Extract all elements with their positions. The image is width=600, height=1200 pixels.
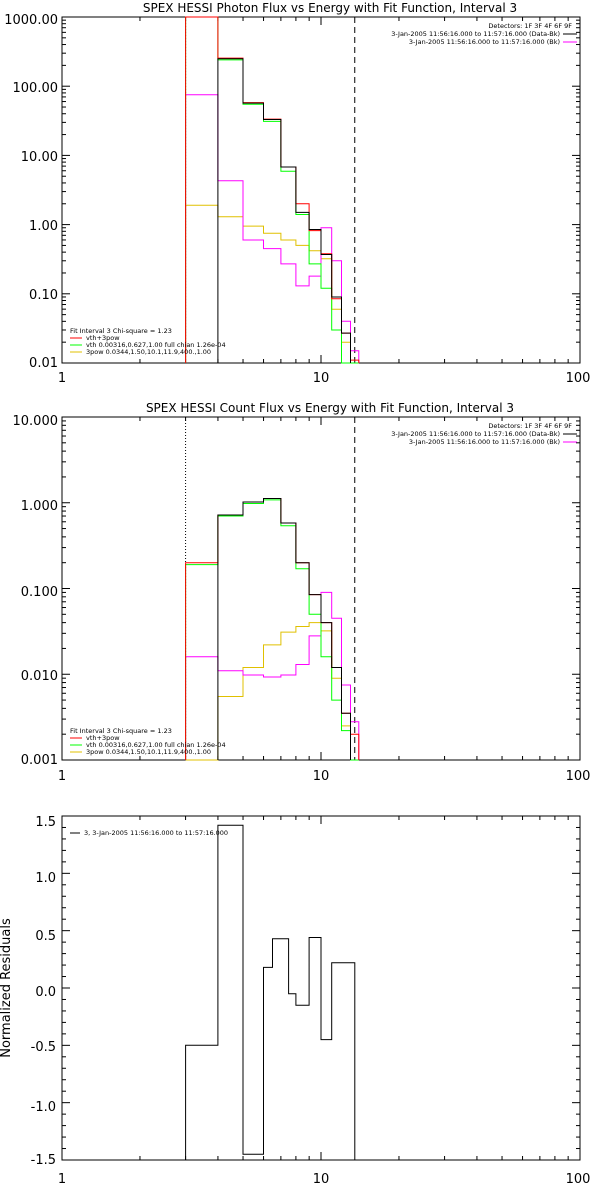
y-tick-label: 1.0 bbox=[35, 871, 56, 886]
legend-bpow: 3pow 0.0344,1.50,10.1,11.9,400.,1.00 bbox=[86, 348, 211, 356]
x-tick-label: 10 bbox=[313, 1172, 330, 1187]
y-tick-label: -1.0 bbox=[31, 1100, 56, 1115]
y-tick-label: 1.000 bbox=[21, 499, 58, 514]
count-series bbox=[185, 417, 360, 761]
y-tick-label: 0.001 bbox=[21, 753, 58, 768]
photon-flux-panel: SPEX HESSI Photon Flux vs Energy with Fi… bbox=[4, 1, 590, 386]
y-tick-label: 0.5 bbox=[35, 929, 56, 944]
x-tick-label: 1 bbox=[58, 371, 66, 386]
residuals-legend-text: 3, 3-Jan-2005 11:56:16.000 to 11:57:16.0… bbox=[84, 829, 228, 837]
y-tick-label: -1.5 bbox=[31, 1153, 56, 1168]
legend-vth: vth 0.00316,0.627,1.00 full chian 1.26e-… bbox=[86, 341, 226, 349]
residuals-x-tick-labels: 1 10 100 bbox=[58, 1172, 591, 1187]
y-tick-label: 0.10 bbox=[29, 288, 58, 303]
series-residuals-line bbox=[185, 824, 356, 1160]
x-tick-label: 1 bbox=[58, 1172, 66, 1187]
photon-series bbox=[185, 16, 360, 364]
legend-total: vth+3pow bbox=[86, 334, 120, 342]
x-tick-label: 100 bbox=[566, 769, 591, 784]
count-legend-bottom: Fit Interval 3 Chi-square = 1.23 vth+3po… bbox=[70, 727, 226, 756]
residuals-y-axis-label: Normalized Residuals bbox=[0, 918, 14, 1058]
legend-bpow: 3pow 0.0344,1.50,10.1,11.9,400.,1.00 bbox=[86, 748, 211, 756]
series-data-line bbox=[217, 58, 351, 363]
y-tick-label: 10.000 bbox=[13, 414, 59, 429]
y-tick-label: -0.5 bbox=[31, 1040, 56, 1055]
legend-detectors: Detectors: 1F 3F 4F 6F 9F bbox=[488, 22, 572, 30]
residuals-y-tick-labels: -1.5 -1.0 -0.5 0.0 0.5 1.0 1.5 bbox=[31, 815, 56, 1168]
legend-total: vth+3pow bbox=[86, 734, 120, 742]
y-tick-label: 1.00 bbox=[29, 219, 58, 234]
legend-bk: 3-Jan-2005 11:56:16.000 to 11:57:16.000 … bbox=[409, 38, 560, 46]
y-tick-label: 0.0 bbox=[35, 985, 56, 1000]
count-ticks bbox=[61, 417, 580, 761]
y-tick-label: 1000.00 bbox=[4, 13, 58, 28]
y-tick-label: 10.00 bbox=[21, 150, 58, 165]
x-tick-label: 10 bbox=[313, 769, 330, 784]
count-flux-panel: SPEX HESSI Count Flux vs Energy with Fit… bbox=[13, 401, 591, 784]
count-y-tick-labels: 0.001 0.010 0.100 1.000 10.000 bbox=[13, 414, 59, 768]
legend-data-bk: 3-Jan-2005 11:56:16.000 to 11:57:16.000 … bbox=[391, 30, 560, 38]
legend-bk: 3-Jan-2005 11:56:16.000 to 11:57:16.000 … bbox=[409, 438, 560, 446]
residuals-panel: Normalized Residuals -1.5 -1.0 -0.5 0.0 … bbox=[0, 815, 590, 1187]
count-legend-top: Detectors: 1F 3F 4F 6F 9F 3-Jan-2005 11:… bbox=[391, 422, 577, 446]
x-tick-label: 1 bbox=[58, 769, 66, 784]
y-tick-label: 0.010 bbox=[21, 669, 58, 684]
count-title: SPEX HESSI Count Flux vs Energy with Fit… bbox=[146, 401, 514, 415]
legend-fit-interval: Fit Interval 3 Chi-square = 1.23 bbox=[70, 727, 172, 735]
legend-fit-interval: Fit Interval 3 Chi-square = 1.23 bbox=[70, 327, 172, 335]
y-tick-label: 0.01 bbox=[29, 356, 58, 371]
photon-legend-bottom: Fit Interval 3 Chi-square = 1.23 vth+3po… bbox=[70, 327, 226, 356]
x-tick-label: 10 bbox=[313, 371, 330, 386]
residuals-ticks bbox=[61, 815, 580, 1161]
y-tick-label: 100.00 bbox=[13, 81, 59, 96]
count-x-tick-labels: 1 10 100 bbox=[58, 769, 591, 784]
x-tick-label: 100 bbox=[566, 371, 591, 386]
x-tick-label: 100 bbox=[566, 1172, 591, 1187]
legend-vth: vth 0.00316,0.627,1.00 full chian 1.26e-… bbox=[86, 741, 226, 749]
photon-legend-top: Detectors: 1F 3F 4F 6F 9F 3-Jan-2005 11:… bbox=[391, 22, 577, 46]
residuals-series bbox=[185, 824, 356, 1160]
y-tick-label: 0.100 bbox=[21, 585, 58, 600]
residuals-legend: 3, 3-Jan-2005 11:56:16.000 to 11:57:16.0… bbox=[70, 829, 228, 837]
legend-detectors: Detectors: 1F 3F 4F 6F 9F bbox=[488, 422, 572, 430]
series-data-line bbox=[217, 498, 351, 760]
series-background-line bbox=[185, 591, 360, 760]
legend-data-bk: 3-Jan-2005 11:56:16.000 to 11:57:16.000 … bbox=[391, 430, 560, 438]
y-tick-label: 1.5 bbox=[35, 815, 56, 830]
photon-y-tick-labels: 0.01 0.10 1.00 10.00 100.00 1000.00 bbox=[4, 13, 58, 371]
photon-ticks bbox=[61, 17, 580, 364]
photon-title: SPEX HESSI Photon Flux vs Energy with Fi… bbox=[143, 1, 517, 15]
photon-x-tick-labels: 1 10 100 bbox=[58, 371, 591, 386]
series-background-line bbox=[185, 94, 360, 363]
